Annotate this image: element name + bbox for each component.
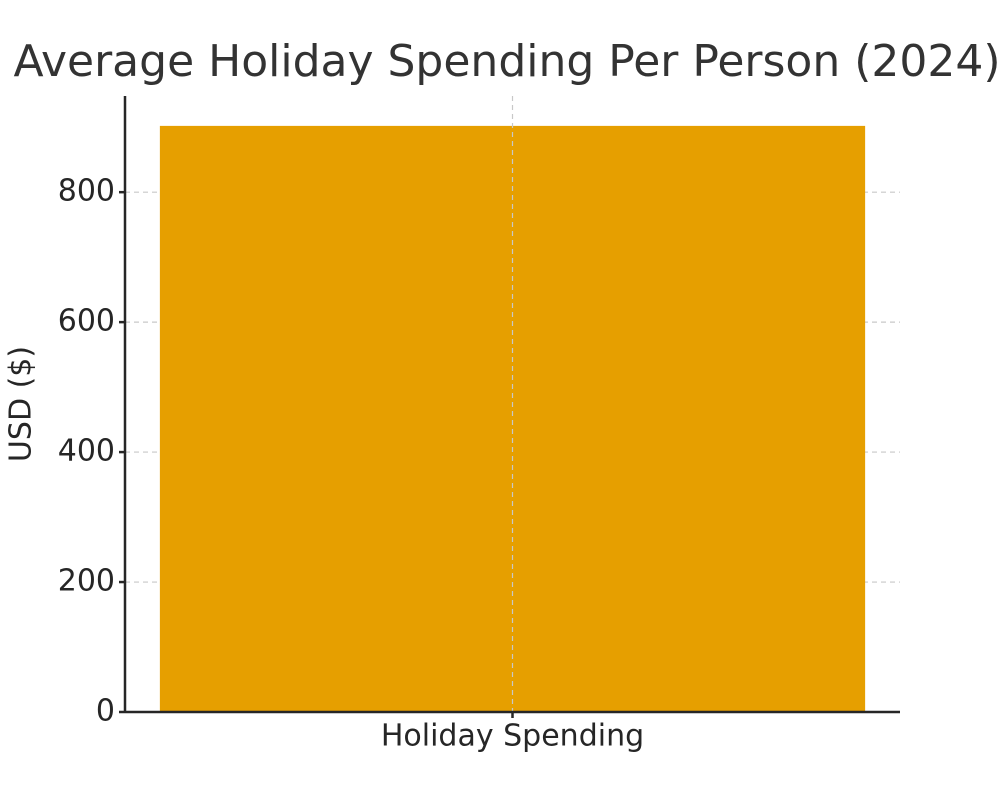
y-tick-label: 600 xyxy=(58,304,115,339)
y-tick-label: 0 xyxy=(96,694,115,729)
y-axis-label: USD ($) xyxy=(4,346,39,462)
y-tick-label: 200 xyxy=(58,564,115,599)
y-tick-label: 800 xyxy=(58,174,115,209)
y-tick-label: 400 xyxy=(58,434,115,469)
chart-title: Average Holiday Spending Per Person (202… xyxy=(13,36,1000,87)
x-tick-label: Holiday Spending xyxy=(381,719,644,754)
